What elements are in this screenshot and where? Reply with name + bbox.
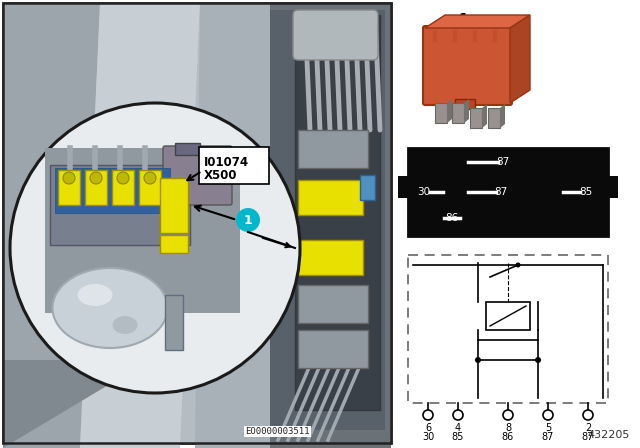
Text: 30: 30 (417, 187, 431, 197)
Bar (486, 302, 530, 330)
Bar (55, 168, 170, 213)
FancyBboxPatch shape (199, 147, 269, 184)
Circle shape (144, 172, 156, 184)
Bar (478, 340, 538, 360)
Text: 86: 86 (445, 213, 459, 223)
Bar (298, 330, 368, 368)
Bar (3, 3, 391, 443)
Bar (160, 235, 188, 253)
Bar (298, 130, 368, 168)
Bar (3, 3, 391, 443)
Bar (45, 148, 240, 313)
Polygon shape (3, 3, 100, 448)
Bar (165, 295, 183, 350)
Polygon shape (195, 3, 270, 448)
Circle shape (543, 410, 553, 420)
Text: 1: 1 (458, 12, 468, 26)
Circle shape (63, 172, 75, 184)
Bar (360, 175, 375, 200)
Bar (295, 15, 380, 410)
Text: 85: 85 (579, 187, 593, 197)
Text: 85: 85 (452, 432, 464, 442)
Bar (452, 103, 464, 123)
Text: 8: 8 (505, 423, 511, 433)
Bar (175, 143, 200, 155)
Polygon shape (500, 104, 505, 128)
Bar (606, 176, 618, 198)
Circle shape (503, 410, 513, 420)
Bar (50, 165, 190, 245)
Polygon shape (482, 104, 487, 128)
Circle shape (515, 263, 520, 267)
Text: 87: 87 (582, 432, 594, 442)
Bar (408, 148, 608, 236)
Text: 30: 30 (422, 432, 434, 442)
Polygon shape (270, 3, 391, 448)
Ellipse shape (113, 316, 138, 334)
Circle shape (236, 208, 260, 232)
Bar (408, 255, 608, 403)
Bar (398, 176, 410, 198)
Text: 86: 86 (502, 432, 514, 442)
Bar (58, 170, 80, 205)
Text: 5: 5 (545, 423, 551, 433)
Bar (112, 170, 134, 205)
FancyBboxPatch shape (293, 10, 378, 60)
Polygon shape (3, 360, 150, 448)
Text: 4: 4 (455, 423, 461, 433)
Text: X500: X500 (204, 169, 237, 182)
Text: 87: 87 (494, 187, 508, 197)
Polygon shape (447, 99, 452, 123)
Bar (160, 178, 188, 233)
Text: 87: 87 (497, 157, 509, 167)
Text: 87: 87 (542, 432, 554, 442)
Bar (455, 99, 475, 109)
Text: 2: 2 (585, 423, 591, 433)
Circle shape (453, 410, 463, 420)
Polygon shape (425, 15, 530, 28)
Circle shape (10, 103, 300, 393)
Bar (270, 10, 385, 430)
Bar (3, 3, 391, 443)
Ellipse shape (52, 268, 168, 348)
Bar (139, 170, 161, 205)
Ellipse shape (77, 284, 113, 306)
Bar (488, 108, 500, 128)
Bar (470, 108, 482, 128)
Bar (298, 285, 368, 323)
Polygon shape (510, 15, 530, 103)
Circle shape (117, 172, 129, 184)
Bar (298, 180, 363, 215)
Circle shape (475, 357, 481, 363)
Circle shape (583, 410, 593, 420)
Circle shape (423, 410, 433, 420)
Polygon shape (80, 3, 200, 448)
Bar (298, 240, 363, 275)
Polygon shape (464, 99, 469, 123)
Text: I01074: I01074 (204, 156, 249, 169)
Text: EO0000003511: EO0000003511 (246, 427, 310, 436)
Text: 432205: 432205 (588, 430, 630, 440)
Circle shape (535, 357, 541, 363)
Text: 1: 1 (244, 214, 252, 227)
Bar (85, 170, 107, 205)
FancyBboxPatch shape (423, 26, 512, 105)
Text: 6: 6 (425, 423, 431, 433)
FancyBboxPatch shape (163, 146, 232, 205)
Circle shape (90, 172, 102, 184)
Bar (435, 103, 447, 123)
